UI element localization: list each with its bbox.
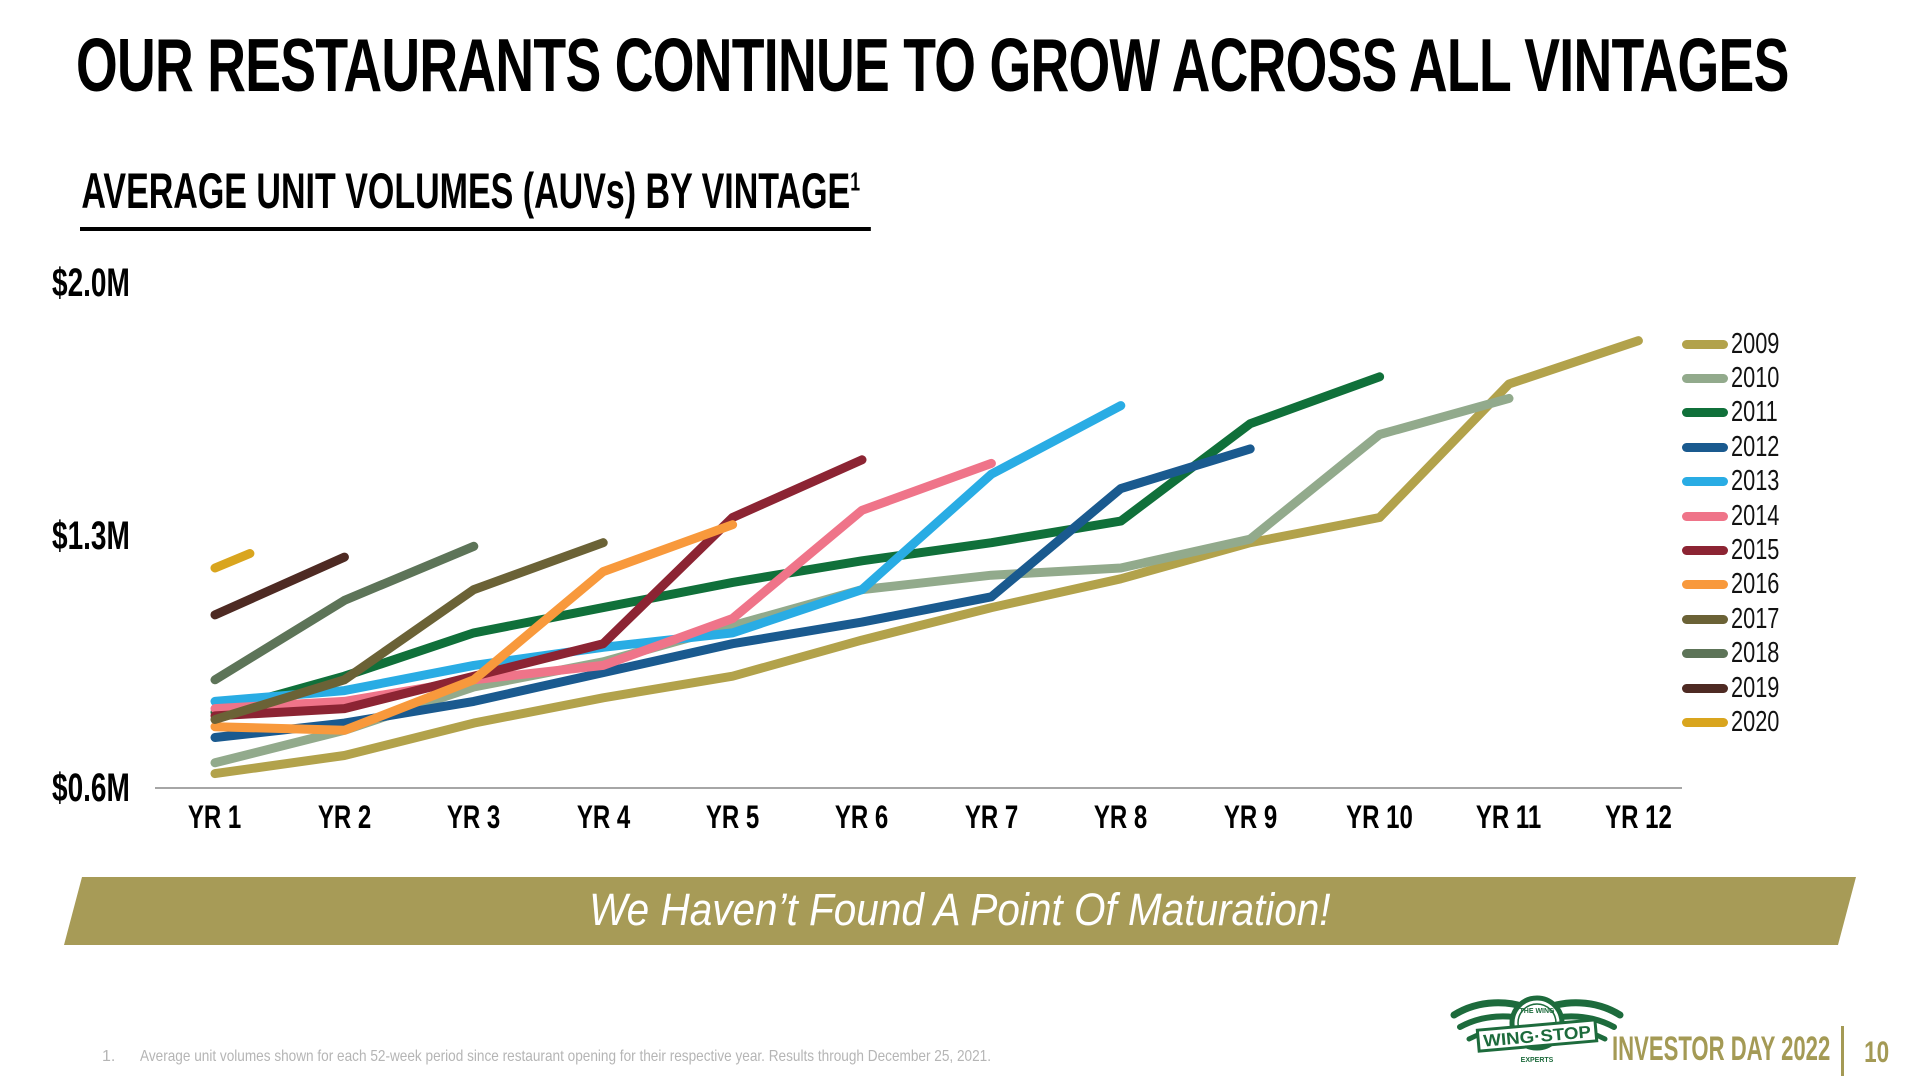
legend-swatch-icon: [1682, 339, 1728, 349]
footer-divider: [1841, 1026, 1844, 1076]
legend-swatch-icon: [1682, 408, 1728, 418]
page-number: 10: [1864, 1036, 1890, 1069]
legend-label: 2017: [1731, 602, 1780, 635]
wingstop-logo: THE WING WING·STOP EXPERTS: [1450, 995, 1624, 1064]
legend-item-2010: 2010: [1682, 361, 1796, 394]
x-tick-label: YR 12: [1605, 799, 1672, 835]
chart-title-text: AVERAGE UNIT VOLUMES (AUVs) BY VINTAGE: [81, 163, 851, 219]
series-line-2014: [210, 458, 996, 714]
x-tick-label: YR 6: [835, 799, 889, 835]
y-tick-label: $1.3M: [52, 513, 130, 558]
y-tick-label: $2.0M: [52, 261, 130, 305]
series-line-2019: [210, 552, 349, 620]
x-tick-label: YR 4: [576, 799, 630, 835]
legend-item-2019: 2019: [1682, 671, 1796, 704]
legend-item-2015: 2015: [1682, 533, 1796, 566]
legend-item-2016: 2016: [1682, 568, 1796, 601]
x-tick-label: YR 7: [964, 799, 1019, 835]
y-tick-label: $0.6M: [52, 766, 130, 810]
series-line-2018: [210, 541, 479, 685]
legend-label: 2012: [1731, 430, 1780, 463]
x-tick-label: YR 11: [1476, 799, 1542, 835]
banner: We Haven’t Found A Point Of Maturation!: [64, 877, 1856, 945]
legend-label: 2019: [1731, 671, 1780, 704]
legend-swatch-icon: [1682, 580, 1728, 590]
series-lines: [210, 336, 1643, 779]
legend-item-2020: 2020: [1682, 705, 1796, 738]
legend-item-2014: 2014: [1682, 499, 1796, 532]
legend-label: 2010: [1731, 361, 1780, 394]
legend-item-2013: 2013: [1682, 465, 1796, 498]
x-tick-label: YR 1: [188, 799, 242, 835]
series-line-2020: [210, 549, 255, 573]
legend-label: 2009: [1731, 327, 1780, 360]
page-title-text: OUR RESTAURANTS CONTINUE TO GROW ACROSS …: [76, 23, 1789, 107]
legend-swatch-icon: [1682, 683, 1728, 693]
logo-ribbon: WING·STOP: [1475, 1018, 1599, 1053]
series-line-2017: [210, 538, 608, 724]
legend-label: 2020: [1731, 705, 1780, 738]
footnote-number: 1.: [102, 1048, 116, 1065]
legend-label: 2014: [1731, 499, 1780, 532]
footer-brand: INVESTOR DAY 2022: [1612, 1030, 1831, 1068]
legend-swatch-icon: [1682, 649, 1728, 659]
legend-item-2017: 2017: [1682, 602, 1796, 635]
legend-swatch-icon: [1682, 373, 1728, 383]
chart-title: AVERAGE UNIT VOLUMES (AUVs) BY VINTAGE1: [80, 162, 1243, 231]
x-tick-label: YR 8: [1094, 799, 1148, 835]
legend-swatch-icon: [1682, 614, 1728, 624]
legend-label: 2013: [1731, 465, 1780, 498]
legend-swatch-icon: [1682, 717, 1728, 727]
x-tick-label: YR 2: [317, 799, 372, 835]
banner-text: We Haven’t Found A Point Of Maturation!: [589, 884, 1331, 935]
page-title: OUR RESTAURANTS CONTINUE TO GROW ACROSS …: [76, 28, 1920, 103]
series-line-2015: [210, 455, 867, 721]
legend-swatch-icon: [1682, 477, 1728, 487]
legend-item-2018: 2018: [1682, 637, 1796, 670]
chart-title-superscript: 1: [850, 166, 861, 197]
legend-label: 2016: [1731, 568, 1780, 601]
legend-label: 2011: [1731, 396, 1778, 429]
legend-label: 2015: [1731, 533, 1780, 566]
legend-item-2012: 2012: [1682, 430, 1796, 463]
footnote-text: Average unit volumes shown for each 52-w…: [140, 1048, 991, 1065]
x-tick-label: YR 3: [447, 799, 501, 835]
x-tick-label: YR 10: [1346, 799, 1413, 835]
legend-swatch-icon: [1682, 545, 1728, 555]
legend-swatch-icon: [1682, 442, 1728, 452]
series-line-2016: [210, 520, 738, 735]
legend-swatch-icon: [1682, 511, 1728, 521]
series-line-2009: [210, 336, 1643, 779]
legend-item-2011: 2011: [1682, 396, 1793, 429]
x-tick-label: YR 5: [705, 799, 760, 835]
legend-label: 2018: [1731, 637, 1780, 670]
x-tick-label: YR 9: [1223, 799, 1277, 835]
logo-bottom-arc-text: EXPERTS: [1521, 1057, 1554, 1064]
chart-legend: 2009 2010 2011 2012 2013 2014 2015 2016 2017 2018…: [1682, 327, 1882, 750]
legend-item-2009: 2009: [1682, 327, 1796, 360]
logo-top-arc-text: THE WING: [1520, 1008, 1556, 1015]
